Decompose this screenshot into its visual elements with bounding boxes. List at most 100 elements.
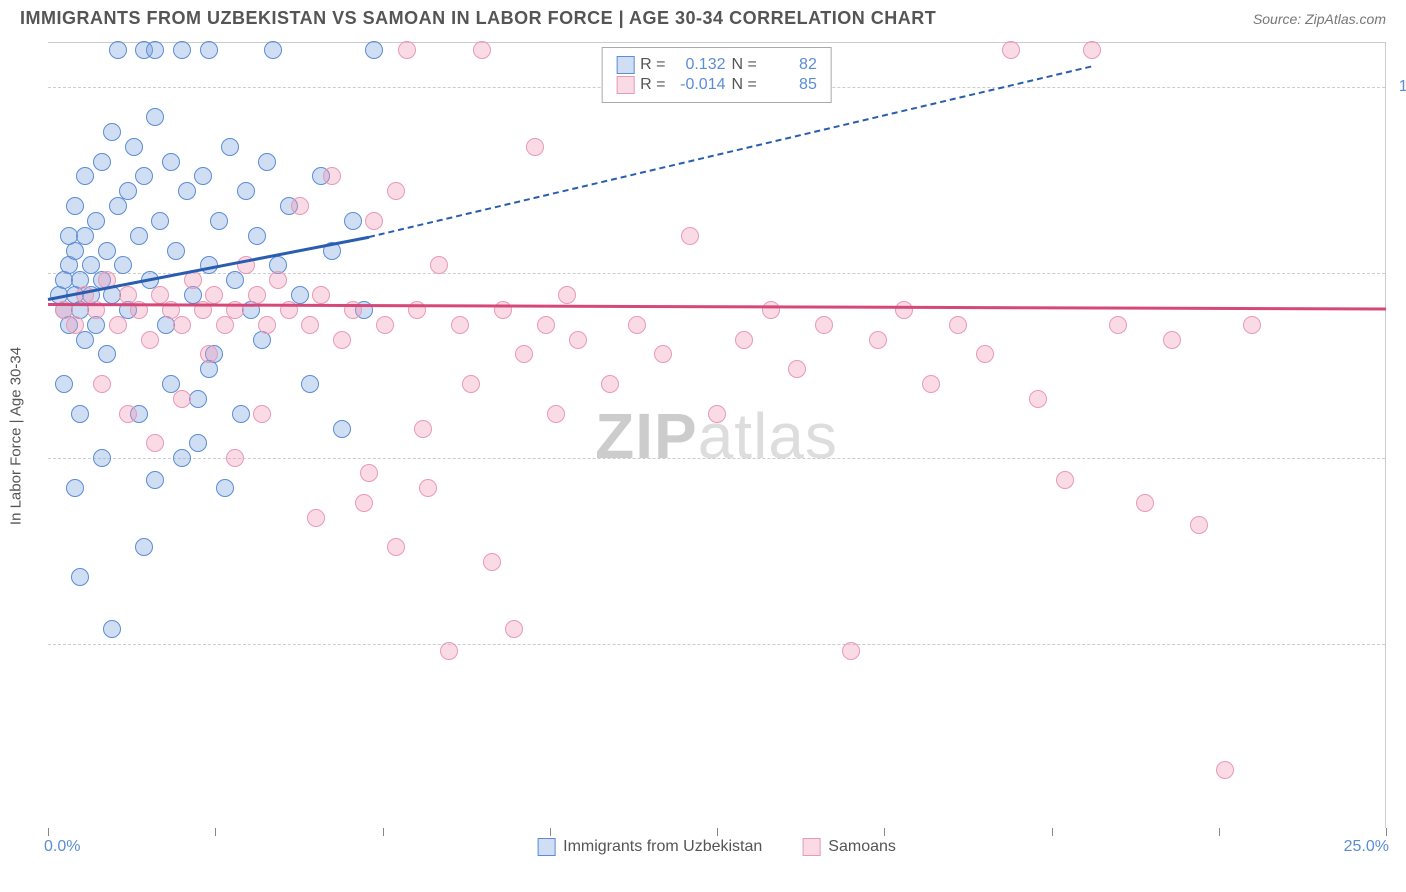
bottom-legend: Immigrants from Uzbekistan Samoans <box>537 838 896 856</box>
chart-area: In Labor Force | Age 30-34 ZIPatlas 62.5… <box>48 42 1386 828</box>
y-tick-label: 87.5% <box>1393 264 1406 282</box>
data-point <box>547 405 565 423</box>
stats-legend: R = 0.132 N = 82 R = -0.014 N = 85 <box>601 47 832 103</box>
x-tick <box>717 828 718 836</box>
data-point <box>355 494 373 512</box>
data-point <box>151 212 169 230</box>
data-point <box>226 271 244 289</box>
data-point <box>93 375 111 393</box>
data-point <box>976 345 994 363</box>
data-point <box>232 405 250 423</box>
data-point <box>167 242 185 260</box>
data-point <box>398 41 416 59</box>
data-point <box>526 138 544 156</box>
data-point <box>200 41 218 59</box>
data-point <box>205 286 223 304</box>
data-point <box>66 316 84 334</box>
x-tick <box>215 828 216 836</box>
data-point <box>515 345 533 363</box>
data-point <box>949 316 967 334</box>
data-point <box>210 212 228 230</box>
data-point <box>269 271 287 289</box>
r-label-1: R = <box>640 56 665 74</box>
data-point <box>895 301 913 319</box>
data-point <box>922 375 940 393</box>
data-point <box>323 167 341 185</box>
data-point <box>360 464 378 482</box>
r-value-1: 0.132 <box>672 56 726 74</box>
data-point <box>76 227 94 245</box>
data-point <box>451 316 469 334</box>
data-point <box>130 227 148 245</box>
chart-header: IMMIGRANTS FROM UZBEKISTAN VS SAMOAN IN … <box>0 0 1406 33</box>
data-point <box>109 197 127 215</box>
data-point <box>76 331 94 349</box>
data-point <box>93 153 111 171</box>
x-axis-min-label: 0.0% <box>44 838 80 856</box>
data-point <box>221 138 239 156</box>
data-point <box>333 420 351 438</box>
data-point <box>1216 761 1234 779</box>
data-point <box>569 331 587 349</box>
stats-row-1: R = 0.132 N = 82 <box>616 56 817 74</box>
data-point <box>462 375 480 393</box>
data-point <box>537 316 555 334</box>
data-point <box>505 620 523 638</box>
data-point <box>216 479 234 497</box>
data-point <box>1163 331 1181 349</box>
data-point <box>601 375 619 393</box>
n-label-2: N = <box>732 76 757 94</box>
data-point <box>114 256 132 274</box>
data-point <box>842 642 860 660</box>
data-point <box>762 301 780 319</box>
x-tick <box>1052 828 1053 836</box>
data-point <box>135 538 153 556</box>
data-point <box>1109 316 1127 334</box>
y-tick-label: 100.0% <box>1393 78 1406 96</box>
data-point <box>387 182 405 200</box>
data-point <box>473 41 491 59</box>
data-point <box>125 138 143 156</box>
data-point <box>312 286 330 304</box>
data-point <box>173 41 191 59</box>
gridline <box>48 458 1385 459</box>
data-point <box>291 197 309 215</box>
data-point <box>387 538 405 556</box>
data-point <box>162 153 180 171</box>
data-point <box>419 479 437 497</box>
data-point <box>301 375 319 393</box>
data-point <box>173 316 191 334</box>
y-tick-label: 75.0% <box>1393 449 1406 467</box>
data-point <box>628 316 646 334</box>
data-point <box>333 331 351 349</box>
data-point <box>200 345 218 363</box>
y-tick-label: 62.5% <box>1393 635 1406 653</box>
r-value-2: -0.014 <box>672 76 726 94</box>
data-point <box>237 182 255 200</box>
data-point <box>76 167 94 185</box>
data-point <box>146 41 164 59</box>
data-point <box>258 153 276 171</box>
x-tick <box>1386 828 1387 836</box>
legend-swatch-2 <box>802 838 820 856</box>
data-point <box>93 449 111 467</box>
x-tick <box>550 828 551 836</box>
data-point <box>248 227 266 245</box>
data-point <box>788 360 806 378</box>
data-point <box>109 41 127 59</box>
legend-label-2: Samoans <box>828 838 896 856</box>
data-point <box>109 316 127 334</box>
data-point <box>1083 41 1101 59</box>
data-point <box>376 316 394 334</box>
data-point <box>1136 494 1154 512</box>
data-point <box>216 316 234 334</box>
data-point <box>430 256 448 274</box>
data-point <box>414 420 432 438</box>
data-point <box>87 212 105 230</box>
data-point <box>307 509 325 527</box>
source-label: Source: ZipAtlas.com <box>1253 11 1386 27</box>
data-point <box>71 405 89 423</box>
data-point <box>344 212 362 230</box>
data-point <box>103 123 121 141</box>
chart-title: IMMIGRANTS FROM UZBEKISTAN VS SAMOAN IN … <box>20 8 936 29</box>
